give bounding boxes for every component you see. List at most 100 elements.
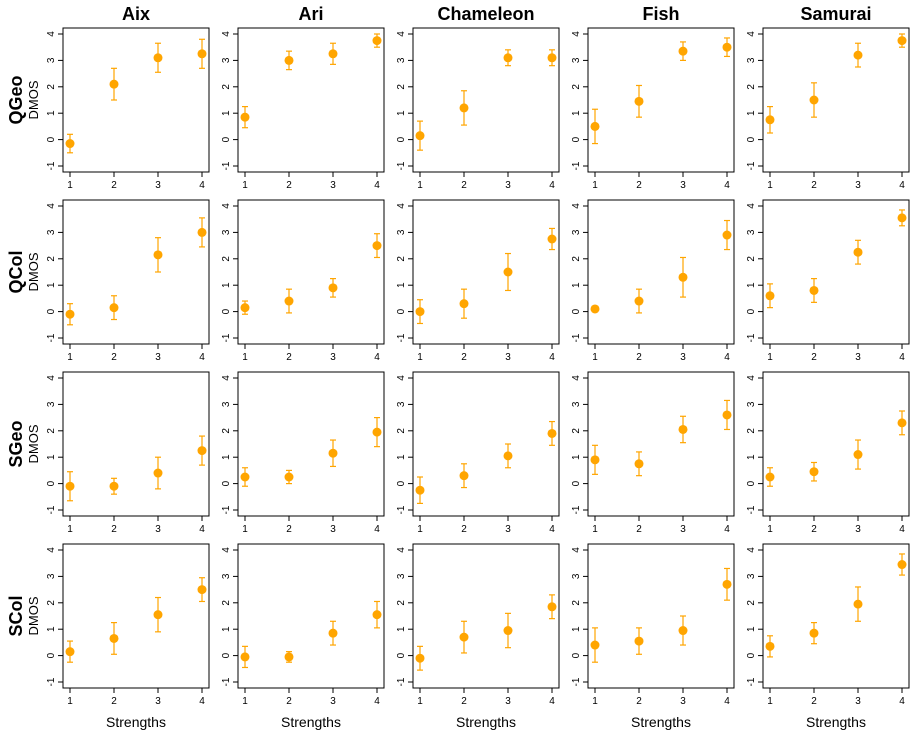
y-tick-label: 2 <box>396 256 407 262</box>
x-tick-label: 3 <box>155 524 161 535</box>
x-tick-label: 4 <box>374 524 380 535</box>
y-tick-label: -1 <box>571 333 582 342</box>
column-title: Ari <box>298 4 323 24</box>
y-tick-label: 3 <box>221 229 232 235</box>
x-tick-label: 2 <box>461 524 467 535</box>
y-tick-label: 4 <box>571 31 582 37</box>
x-tick-label: 1 <box>242 696 248 707</box>
data-point <box>853 599 863 609</box>
x-tick-label: 2 <box>461 696 467 707</box>
y-tick-label: -1 <box>396 161 407 170</box>
column-title: Fish <box>642 4 679 24</box>
data-point <box>853 247 863 257</box>
x-tick-label: 1 <box>67 352 73 363</box>
y-tick-label: 4 <box>571 203 582 209</box>
x-tick-label: 2 <box>111 524 117 535</box>
x-tick-label: 1 <box>417 524 423 535</box>
data-point <box>897 418 907 428</box>
data-point <box>372 610 382 620</box>
column-title: Samurai <box>800 4 871 24</box>
panel: -1 0 1 2 3 4 1 2 3 4 <box>746 543 910 707</box>
data-point <box>109 633 119 643</box>
x-tick-label: 4 <box>549 524 555 535</box>
x-tick-label: 1 <box>417 696 423 707</box>
x-tick-label: 3 <box>505 180 511 191</box>
y-tick-label: 3 <box>571 229 582 235</box>
panel: -1 0 1 2 3 4 1 2 3 4 <box>221 371 385 535</box>
x-tick-label: 3 <box>330 524 336 535</box>
x-tick-label: 1 <box>767 696 773 707</box>
data-point <box>328 448 338 458</box>
panel: -1 0 1 2 3 4 1 2 3 4 <box>46 27 210 191</box>
y-tick-label: 3 <box>746 401 757 407</box>
y-tick-label: 1 <box>571 110 582 116</box>
x-tick-label: 1 <box>592 524 598 535</box>
x-tick-label: 1 <box>67 180 73 191</box>
x-tick-label: 3 <box>505 696 511 707</box>
y-tick-label: 3 <box>396 57 407 63</box>
data-point <box>65 647 75 657</box>
y-tick-label: 1 <box>46 282 57 288</box>
x-tick-label: 3 <box>505 524 511 535</box>
y-tick-label: 3 <box>571 57 582 63</box>
y-tick-label: 2 <box>221 84 232 90</box>
y-tick-label: 2 <box>746 84 757 90</box>
data-point <box>722 42 732 52</box>
data-point <box>415 307 425 317</box>
data-point <box>722 579 732 589</box>
y-tick-label: 4 <box>746 203 757 209</box>
y-tick-label: 4 <box>396 375 407 381</box>
data-point <box>590 121 600 131</box>
x-tick-label: 4 <box>549 180 555 191</box>
y-tick-label: 2 <box>571 600 582 606</box>
data-point <box>547 234 557 244</box>
data-point <box>65 309 75 319</box>
y-tick-label: 3 <box>221 573 232 579</box>
panel-frame <box>237 371 385 517</box>
y-tick-label: 1 <box>221 110 232 116</box>
x-tick-label: 4 <box>199 180 205 191</box>
x-tick-label: 3 <box>680 352 686 363</box>
y-tick-label: 1 <box>571 282 582 288</box>
x-tick-label: 2 <box>636 696 642 707</box>
panel: -1 0 1 2 3 4 1 2 3 4 <box>746 199 910 363</box>
x-tick-label: 2 <box>811 180 817 191</box>
y-tick-label: 0 <box>46 308 57 314</box>
x-tick-label: 4 <box>374 180 380 191</box>
data-point <box>547 428 557 438</box>
data-point <box>372 427 382 437</box>
data-point <box>459 103 469 113</box>
y-tick-label: 3 <box>221 57 232 63</box>
y-tick-label: 0 <box>746 136 757 142</box>
y-tick-label: 1 <box>396 110 407 116</box>
data-point <box>415 131 425 141</box>
y-tick-label: 2 <box>746 600 757 606</box>
data-point <box>240 472 250 482</box>
x-tick-label: 1 <box>242 180 248 191</box>
panel-frame <box>762 543 910 689</box>
panel: -1 0 1 2 3 4 1 2 3 4 <box>746 27 910 191</box>
data-point <box>809 467 819 477</box>
x-tick-label: 4 <box>724 524 730 535</box>
y-tick-label: 4 <box>396 547 407 553</box>
data-point <box>284 55 294 65</box>
x-tick-label: 4 <box>199 352 205 363</box>
x-tick-label: 2 <box>636 524 642 535</box>
panel: -1 0 1 2 3 4 1 2 3 4 <box>396 371 560 535</box>
y-tick-label: 0 <box>46 480 57 486</box>
y-tick-label: 1 <box>396 282 407 288</box>
x-tick-label: 1 <box>67 524 73 535</box>
data-point <box>853 450 863 460</box>
panel-frame <box>62 371 210 517</box>
column-title: Chameleon <box>437 4 534 24</box>
data-point <box>153 53 163 63</box>
data-point <box>415 653 425 663</box>
panel: -1 0 1 2 3 4 1 2 3 4 <box>221 27 385 191</box>
panel-frame <box>587 543 735 689</box>
x-tick-label: 2 <box>811 352 817 363</box>
x-tick-label: 2 <box>286 696 292 707</box>
y-tick-label: 0 <box>571 480 582 486</box>
data-point <box>678 626 688 636</box>
y-tick-label: 4 <box>746 31 757 37</box>
data-point <box>634 636 644 646</box>
